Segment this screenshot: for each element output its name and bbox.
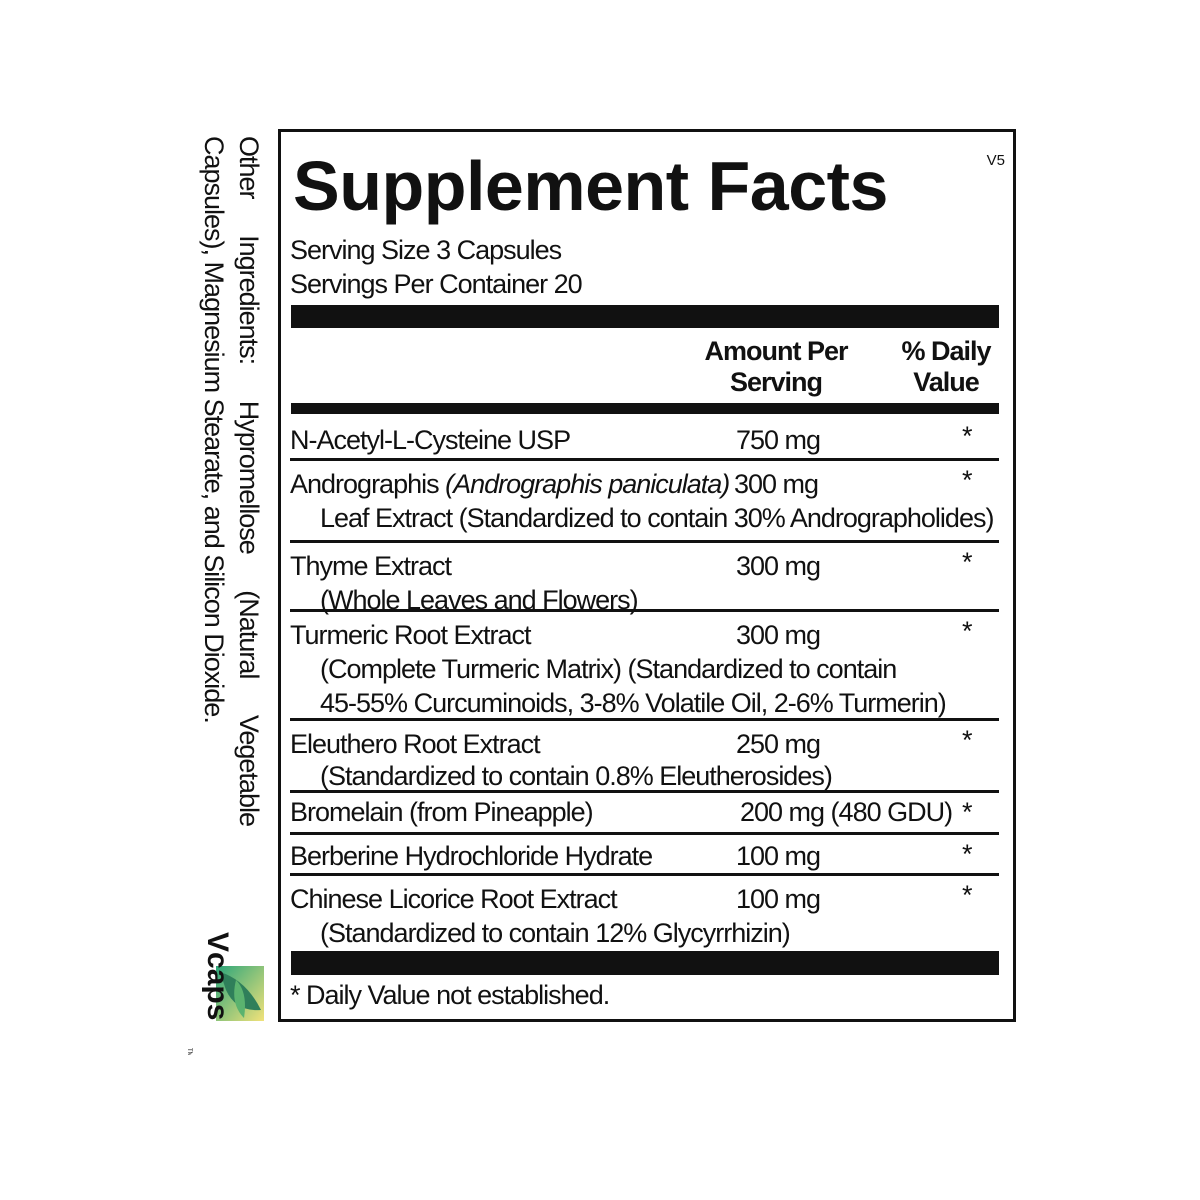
ingredient-amount: 300 mg — [736, 551, 821, 581]
divider-thick-bottom — [291, 951, 999, 975]
ingredient-dv: * — [962, 880, 972, 910]
ingredient-name: Andrographis (Andrographis paniculata) — [290, 467, 730, 501]
version-label: V5 — [986, 152, 1005, 169]
ingredient-detail: (Complete Turmeric Matrix) (Standardized… — [320, 654, 897, 684]
ingredient-amount: 250 mg — [736, 729, 821, 759]
table-row: Eleuthero Root Extract 250 mg * (Standar… — [290, 721, 999, 793]
ingredient-dv: * — [962, 797, 972, 827]
divider-medium — [291, 403, 999, 414]
ingredient-dv: * — [962, 465, 972, 495]
ingredient-detail: (Whole Leaves and Flowers) — [320, 585, 639, 615]
other-ingredients-line-1: Other Ingredients: Hypromellose (Natural… — [234, 136, 264, 826]
table-row: Andrographis (Andrographis paniculata) 3… — [290, 461, 999, 543]
table-row: Turmeric Root Extract 300 mg * (Complete… — [290, 612, 999, 721]
ingredient-amount: 300 mg — [736, 620, 821, 650]
table-row: N-Acetyl-L-Cysteine USP 750 mg * — [290, 417, 999, 461]
ingredient-amount: 750 mg — [736, 425, 821, 455]
ingredient-name-text: Andrographis — [290, 469, 446, 499]
ingredient-name: Eleuthero Root Extract — [290, 729, 541, 759]
serving-size: Serving Size 3 Capsules — [290, 235, 562, 265]
ingredient-detail: 45-55% Curcuminoids, 3-8% Volatile Oil, … — [320, 688, 947, 718]
header-amount-line-1: Amount Per — [704, 336, 848, 366]
ingredient-amount: 100 mg — [736, 841, 821, 871]
ingredient-name: Chinese Licorice Root Extract — [290, 884, 618, 914]
ingredient-amount: 200 mg (480 GDU) — [740, 797, 953, 827]
ingredient-table: N-Acetyl-L-Cysteine USP 750 mg * Androgr… — [290, 417, 999, 952]
ingredient-name: N-Acetyl-L-Cysteine USP — [290, 425, 571, 455]
ingredient-dv: * — [962, 421, 972, 451]
header-daily-value: % Daily Value — [881, 336, 1011, 398]
ingredient-name: Turmeric Root Extract — [290, 620, 532, 650]
ingredient-detail: (Standardized to contain 0.8% Eleutheros… — [320, 761, 833, 791]
header-amount-line-2: Serving — [729, 367, 823, 397]
svg-text:TM: TM — [186, 1048, 192, 1055]
ingredient-amount: 300 mg — [734, 469, 819, 499]
table-row: Bromelain (from Pineapple) 200 mg (480 G… — [290, 793, 999, 835]
table-row: Berberine Hydrochloride Hydrate 100 mg * — [290, 835, 999, 876]
other-ingredients: Other Ingredients: Hypromellose (Natural… — [196, 136, 266, 826]
other-ingredients-line-2: Capsules), Magnesium Stearate, and Silic… — [199, 136, 229, 723]
divider-thick — [291, 305, 999, 328]
header-dv-line-1: % Daily — [901, 336, 991, 366]
ingredient-name: Bromelain (from Pineapple) — [290, 797, 594, 827]
servings-per-container: Servings Per Container 20 — [290, 269, 583, 299]
ingredient-name: Berberine Hydrochloride Hydrate — [290, 841, 653, 871]
header-dv-line-2: Value — [913, 367, 980, 397]
ingredient-dv: * — [962, 839, 972, 869]
ingredient-detail: Leaf Extract (Standardized to contain 30… — [320, 503, 994, 533]
ingredient-dv: * — [962, 725, 972, 755]
ingredient-name: Thyme Extract — [290, 551, 452, 581]
ingredient-dv: * — [962, 547, 972, 577]
header-amount-per-serving: Amount Per Serving — [686, 336, 866, 398]
table-row: Chinese Licorice Root Extract 100 mg * (… — [290, 876, 999, 952]
ingredient-latin-name: (Andrographis paniculata) — [445, 469, 730, 499]
supplement-facts-panel: Supplement Facts V5 Serving Size 3 Capsu… — [278, 129, 1016, 1022]
footnote: * Daily Value not established. — [290, 980, 610, 1010]
ingredient-amount: 100 mg — [736, 884, 821, 914]
ingredient-detail: (Standardized to contain 12% Glycyrrhizi… — [320, 918, 791, 948]
vcaps-logo: Vcaps TM — [186, 932, 264, 1055]
vcaps-wordmark: Vcaps — [201, 932, 234, 1020]
ingredient-dv: * — [962, 616, 972, 646]
panel-title: Supplement Facts — [293, 147, 888, 225]
table-row: Thyme Extract 300 mg * (Whole Leaves and… — [290, 543, 999, 615]
